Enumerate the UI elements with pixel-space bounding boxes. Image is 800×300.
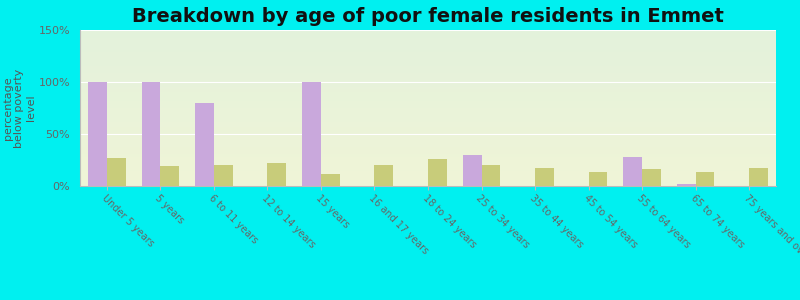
Bar [106,158,126,186]
Bar [267,163,286,186]
Bar [321,173,340,186]
Bar [589,172,607,186]
Bar [535,168,554,186]
Y-axis label: percentage
below poverty
level: percentage below poverty level [2,68,36,148]
Bar [677,184,696,186]
Bar [642,169,661,186]
Bar [428,159,446,186]
Bar [696,172,714,186]
Bar [750,168,768,186]
Bar [214,165,233,186]
Bar [195,103,214,186]
Bar [482,165,500,186]
Bar [623,157,642,186]
Bar [88,82,106,186]
Bar [374,165,394,186]
Title: Breakdown by age of poor female residents in Emmet: Breakdown by age of poor female resident… [132,7,724,26]
Bar [142,82,160,186]
Bar [160,166,179,186]
Bar [462,155,482,186]
Bar [302,82,321,186]
